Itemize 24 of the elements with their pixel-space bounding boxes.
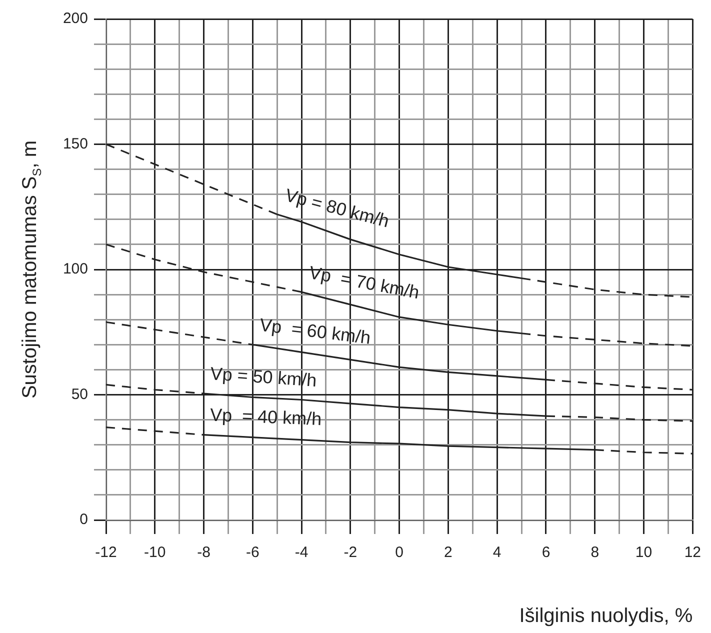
x-tick-label: -6 (246, 544, 260, 562)
x-tick-label: 8 (590, 544, 600, 562)
x-tick-label: 6 (542, 544, 550, 562)
y-tick-label: 150 (62, 135, 88, 152)
x-tick-label: 10 (635, 544, 652, 562)
x-tick-label: -4 (294, 544, 308, 562)
x-tick-label: -12 (95, 544, 117, 562)
y-tick-label: 100 (62, 260, 88, 278)
y-tick-label: 200 (62, 10, 88, 28)
series-label: Vp = 40 km/h (210, 404, 322, 430)
x-tick-label: 2 (444, 544, 452, 562)
x-tick-label: -10 (144, 544, 166, 562)
x-tick-label: -8 (197, 544, 210, 562)
series-label: Vp = 50 km/h (210, 364, 318, 390)
x-tick-label: 0 (395, 544, 404, 562)
text: Vp = 60 km/h (258, 314, 372, 348)
y-tick-label: 0 (80, 511, 88, 528)
y-axis-title: Sustojimo matomumas SS, m (19, 140, 44, 399)
x-tick-label: 12 (684, 544, 701, 562)
text: Vp = 80 km/h (283, 185, 392, 232)
x-tick-label: -2 (344, 544, 358, 562)
y-tick-label: 50 (71, 386, 88, 403)
x-axis-title: Išilginis nuolydis, % (519, 605, 693, 627)
x-tick-label: 4 (492, 544, 502, 562)
